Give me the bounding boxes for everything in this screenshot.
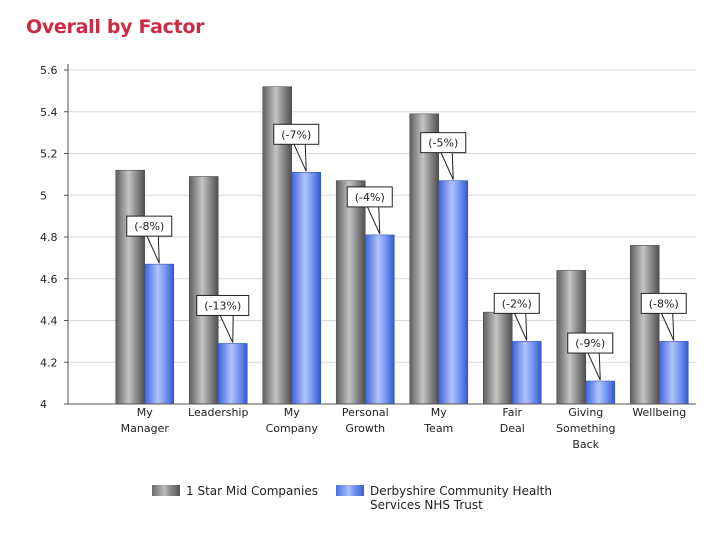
- y-tick-label: 5.6: [40, 64, 58, 77]
- bar-series1: [629, 245, 660, 405]
- callout-label: (-5%): [428, 137, 458, 150]
- y-tick-label: 4.2: [40, 356, 58, 369]
- category-label: Back: [572, 438, 599, 451]
- category-label: Giving: [568, 406, 603, 419]
- callout-pointer: [293, 144, 307, 172]
- category-label: Manager: [121, 422, 170, 435]
- callout-box: [567, 332, 614, 354]
- bar-series1: [335, 180, 366, 405]
- y-tick-label: 4: [40, 398, 47, 411]
- legend-swatch-grey: [152, 485, 180, 496]
- category-label: Deal: [500, 422, 525, 435]
- bar-series1: [482, 311, 513, 405]
- y-tick-label: 4.6: [40, 273, 58, 286]
- category-label: Personal: [342, 406, 389, 419]
- callout-pointer: [219, 315, 234, 343]
- callout-label: (-4%): [355, 191, 385, 204]
- callout-box: [420, 132, 467, 154]
- category-label: Fair: [502, 406, 522, 419]
- legend-label-series2-line2: Services NHS Trust: [369, 498, 483, 512]
- bar-series1: [115, 169, 146, 405]
- bar-series2: [438, 180, 469, 405]
- bar-series2: [511, 341, 542, 405]
- category-label: Something: [556, 422, 616, 435]
- legend-label-series2-line1: Derbyshire Community Health: [369, 484, 552, 498]
- bar-series2: [364, 234, 395, 405]
- callout-label: (-8%): [649, 297, 679, 310]
- bar-series1: [188, 176, 219, 405]
- callout-label: (-8%): [134, 220, 164, 233]
- bar-series2: [585, 380, 616, 405]
- bar-series1: [409, 113, 440, 405]
- y-tick-label: 5.2: [40, 148, 58, 161]
- legend-item-series2: Derbyshire Community Health Services NHS…: [335, 484, 552, 512]
- callout-label: (-9%): [575, 337, 605, 350]
- category-label: Leadership: [188, 406, 248, 419]
- legend-label-series1: 1 Star Mid Companies: [186, 484, 318, 498]
- callout-label: (-2%): [502, 297, 532, 310]
- category-label: Team: [423, 422, 453, 435]
- bar-chart: 4 4.2 4.4 4.6 4.8 5 5.2 5.4 5.6 My Manager Leadersh…: [40, 64, 696, 451]
- y-tick-label: 4.8: [40, 231, 58, 244]
- category-label: Growth: [345, 422, 385, 435]
- y-tick-label: 5: [40, 189, 47, 202]
- category-label: My: [137, 406, 153, 419]
- bar-series2: [217, 343, 248, 405]
- y-tick-label: 5.4: [40, 106, 58, 119]
- y-tick-label: 4.4: [40, 315, 58, 328]
- callout-box: [126, 215, 173, 237]
- category-label: My: [284, 406, 300, 419]
- callout-box: [640, 292, 687, 314]
- legend-swatch-blue: [335, 485, 364, 496]
- category-label: My: [431, 406, 447, 419]
- callout-pointer: [661, 313, 675, 341]
- callout-box: [346, 186, 393, 208]
- category-label: Company: [266, 422, 319, 435]
- bar-series2: [291, 171, 322, 405]
- callout-label: (-7%): [281, 128, 311, 141]
- callout-box: [273, 123, 320, 145]
- callout-label: (-13%): [204, 299, 241, 312]
- callout-pointer: [587, 352, 601, 381]
- bar-series2: [144, 263, 175, 405]
- callout-box: [493, 292, 540, 314]
- callout-pointer: [514, 313, 528, 341]
- bar-series2: [658, 341, 689, 405]
- chart-title: Overall by Factor: [26, 16, 205, 38]
- callout-pointer: [367, 206, 381, 235]
- callout-pointer: [146, 235, 160, 264]
- callout-box: [196, 294, 250, 316]
- legend-item-series1: 1 Star Mid Companies: [152, 484, 318, 512]
- callout-pointer: [440, 152, 454, 180]
- category-label: Wellbeing: [632, 406, 686, 419]
- legend: 1 Star Mid Companies Derbyshire Communit…: [152, 484, 552, 512]
